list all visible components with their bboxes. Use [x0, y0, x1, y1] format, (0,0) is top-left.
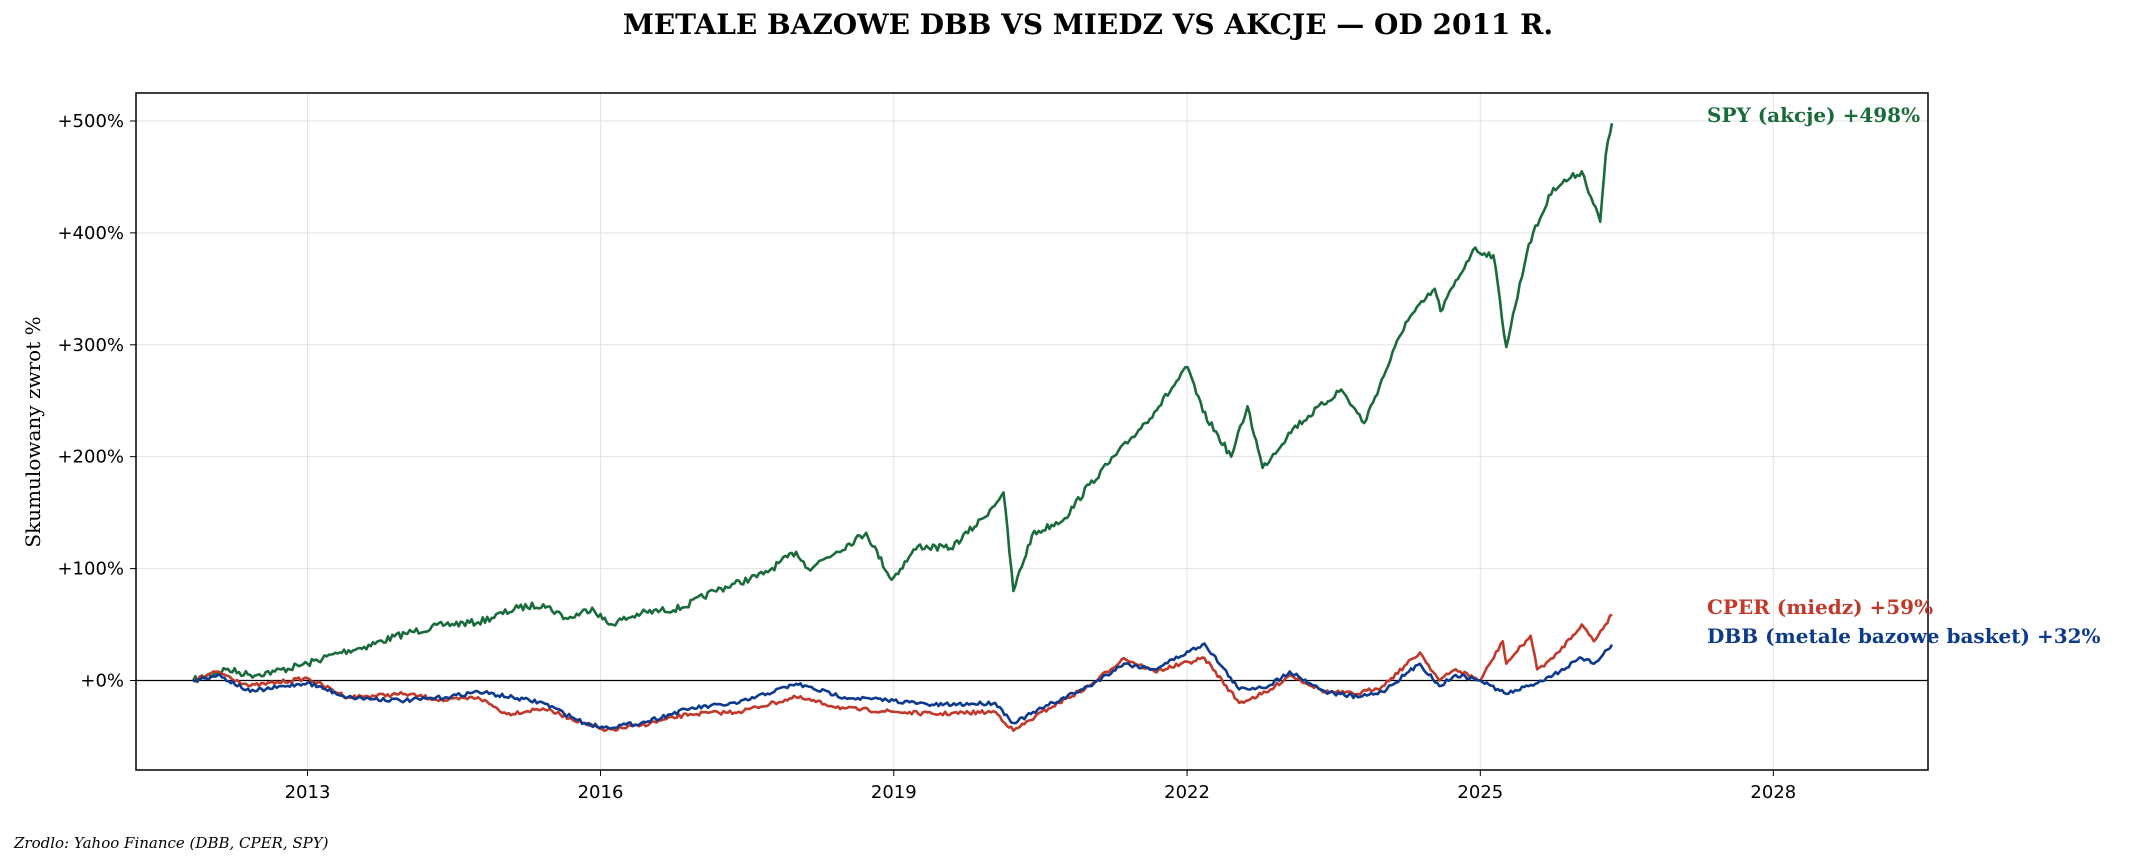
x-tick-label: 2016 [578, 782, 624, 803]
end-label-spy: SPY (akcje) +498% [1707, 103, 1920, 127]
x-tick-label: 2019 [871, 782, 917, 803]
x-tick-label: 2013 [285, 782, 331, 803]
series-line-cper [193, 613, 1613, 733]
plot-frame [135, 92, 1929, 771]
y-tick-label: +100% [57, 559, 124, 580]
y-tick-label: +200% [57, 447, 124, 468]
y-axis-label: Skumulowany zwrot % [21, 316, 45, 547]
chart-title: METALE BAZOWE DBB VS MIEDZ VS AKCJE — OD… [623, 8, 1553, 41]
x-tick-label: 2028 [1750, 782, 1796, 803]
grid-layer [136, 93, 1928, 770]
series-lines [192, 122, 1614, 733]
y-tick-label: +500% [57, 111, 124, 132]
end-label-cper: CPER (miedz) +59% [1707, 595, 1933, 619]
y-tick-label: +300% [57, 335, 124, 356]
x-axis: 2013 2016 2019 2022 2025 2028 [285, 770, 1796, 803]
series-end-labels: SPY (akcje) +498% CPER (miedz) +59% DBB (m… [1707, 103, 2101, 648]
series-line-dbb [192, 642, 1614, 730]
end-label-dbb: DBB (metale bazowe basket) +32% [1707, 624, 2101, 648]
y-axis: +0% +100% +200% +300% +400% +500% [57, 111, 136, 691]
source-note: Zrodlo: Yahoo Finance (DBB, CPER, SPY) [13, 834, 329, 852]
series-line-spy [192, 122, 1614, 684]
x-tick-label: 2025 [1457, 782, 1503, 803]
x-tick-label: 2022 [1164, 782, 1210, 803]
y-tick-label: +0% [80, 670, 124, 691]
y-tick-label: +400% [57, 223, 124, 244]
